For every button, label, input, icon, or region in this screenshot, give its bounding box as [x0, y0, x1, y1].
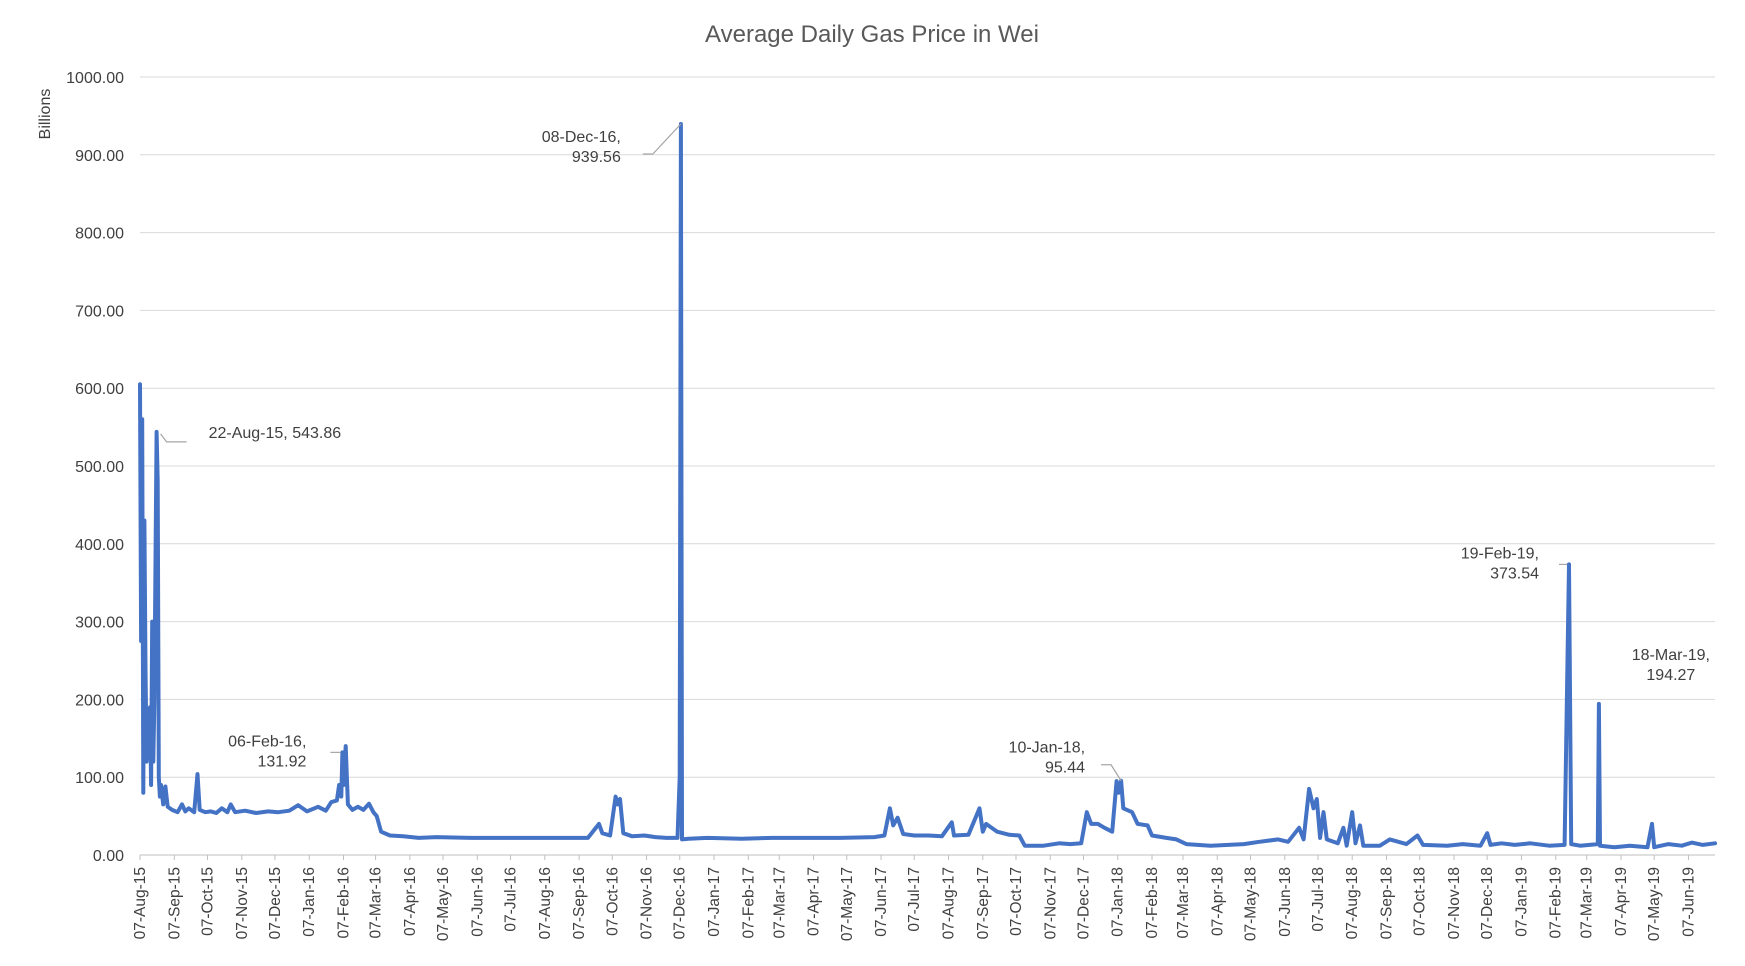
x-tick-label: 07-Jan-17 [706, 867, 723, 937]
annotation-label: 19-Feb-19, 373.54 [1461, 545, 1539, 582]
x-tick-label: 07-Apr-16 [402, 867, 419, 936]
annotation-text-line: 373.54 [1490, 565, 1539, 582]
annotation-text-line: 131.92 [257, 753, 306, 770]
y-tick-label: 800.00 [75, 226, 124, 243]
annotation-text-line: 939.56 [572, 149, 621, 166]
x-tick-label: 07-Nov-15 [234, 867, 251, 939]
x-tick-label: 07-Sep-18 [1379, 867, 1396, 939]
annotation-text-line: 08-Dec-16, [542, 129, 621, 146]
x-tick-label: 07-Apr-17 [806, 867, 823, 936]
annotation-label: 10-Jan-18, 95.44 [1009, 740, 1086, 777]
annotation-text-line: 194.27 [1646, 667, 1695, 684]
y-tick-label: 600.00 [75, 381, 124, 398]
y-tick-label: 900.00 [75, 148, 124, 165]
annotation-text-line: 19-Feb-19, [1461, 545, 1539, 562]
x-tick-label: 07-Apr-19 [1613, 867, 1630, 936]
x-tick-label: 07-Oct-15 [199, 867, 216, 936]
x-tick-label: 07-Sep-15 [166, 867, 183, 939]
x-tick-label: 07-Dec-17 [1075, 867, 1092, 939]
x-tick-label: 07-Mar-17 [771, 867, 788, 939]
annotation-text-line: 10-Jan-18, [1009, 740, 1086, 757]
x-tick-label: 07-Jul-17 [906, 867, 923, 932]
x-tick-label: 07-Oct-18 [1412, 867, 1429, 936]
y-tick-label: 500.00 [75, 459, 124, 476]
x-tick-label: 07-Nov-16 [639, 867, 656, 939]
y-tick-label: 300.00 [75, 615, 124, 632]
x-tick-label: 07-Feb-17 [740, 867, 757, 939]
x-tick-label: 07-Jan-19 [1513, 867, 1530, 937]
annotation-leader [1101, 764, 1122, 782]
y-axis-label: Billions [37, 89, 54, 140]
annotation-text-line: 18-Mar-19, [1632, 647, 1710, 664]
x-tick-label: 07-May-16 [435, 867, 452, 941]
annotation-text-line: 06-Feb-16, [228, 733, 306, 750]
x-tick-label: 07-Sep-17 [975, 867, 992, 939]
x-tick-label: 07-Mar-18 [1175, 867, 1192, 939]
x-tick-label: 07-Dec-16 [672, 867, 689, 939]
annotation-leader [160, 433, 187, 443]
x-axis-ticks: 07-Aug-15 07-Sep-15 07-Oct-15 07-Nov-15 07-D… [132, 855, 1697, 941]
x-tick-label: 07-Dec-18 [1479, 867, 1496, 939]
annotation-leader [642, 123, 682, 155]
gridlines [140, 76, 1715, 856]
x-tick-label: 07-Jul-18 [1310, 867, 1327, 932]
x-tick-label: 07-Sep-16 [571, 867, 588, 939]
annotation-label: 06-Feb-16, 131.92 [228, 733, 306, 770]
chart-title: Average Daily Gas Price in Wei [705, 21, 1039, 48]
x-tick-label: 07-Oct-16 [604, 867, 621, 936]
x-tick-label: 07-Jan-16 [301, 867, 318, 937]
x-tick-label: 07-Mar-16 [368, 867, 385, 939]
annotations: 22-Aug-15, 543.86 06-Feb-16, 131.92 08-Dec-… [160, 123, 1710, 782]
y-axis-ticks: 0.00 100.00 200.00 300.00 400.00 500.00 600.00… [66, 70, 124, 865]
annotation-label: 08-Dec-16, 939.56 [542, 129, 621, 166]
x-tick-label: 07-Dec-15 [267, 867, 284, 939]
x-tick-label: 07-Feb-16 [336, 867, 353, 939]
x-tick-label: 07-Aug-18 [1344, 867, 1361, 939]
x-tick-label: 07-Aug-17 [941, 867, 958, 939]
x-tick-label: 07-Mar-19 [1579, 867, 1596, 939]
x-tick-label: 07-Nov-17 [1042, 867, 1059, 939]
x-tick-label: 07-Jun-16 [469, 867, 486, 937]
x-tick-label: 07-May-18 [1242, 867, 1259, 941]
x-tick-label: 07-Jun-18 [1277, 867, 1294, 937]
annotation-text-line: 95.44 [1045, 760, 1085, 777]
x-tick-label: 07-Feb-18 [1144, 867, 1161, 939]
y-tick-label: 100.00 [75, 770, 124, 787]
x-tick-label: 07-Apr-18 [1209, 867, 1226, 936]
series-line [138, 122, 1717, 850]
y-tick-label: 0.00 [93, 848, 124, 865]
x-tick-label: 07-Aug-16 [537, 867, 554, 939]
y-tick-label: 400.00 [75, 537, 124, 554]
x-tick-label: 07-Jul-16 [503, 867, 520, 932]
x-tick-label: 07-May-17 [839, 867, 856, 941]
annotation-label: 18-Mar-19, 194.27 [1632, 647, 1710, 684]
y-tick-label: 200.00 [75, 692, 124, 709]
x-tick-label: 07-Feb-19 [1548, 867, 1565, 939]
annotation-text-line: 22-Aug-15, 543.86 [209, 425, 342, 442]
y-tick-label: 1000.00 [66, 70, 124, 87]
x-tick-label: 07-May-19 [1646, 867, 1663, 941]
x-tick-label: 07-Jun-17 [873, 867, 890, 937]
y-tick-label: 700.00 [75, 303, 124, 320]
annotation-label: 22-Aug-15, 543.86 [209, 425, 342, 442]
series-layer [138, 122, 1717, 850]
x-tick-label: 07-Nov-18 [1446, 867, 1463, 939]
x-tick-label: 07-Jun-19 [1680, 867, 1697, 937]
x-tick-label: 07-Jan-18 [1110, 867, 1127, 937]
x-tick-label: 07-Oct-17 [1008, 867, 1025, 936]
x-tick-label: 07-Aug-15 [132, 867, 149, 939]
